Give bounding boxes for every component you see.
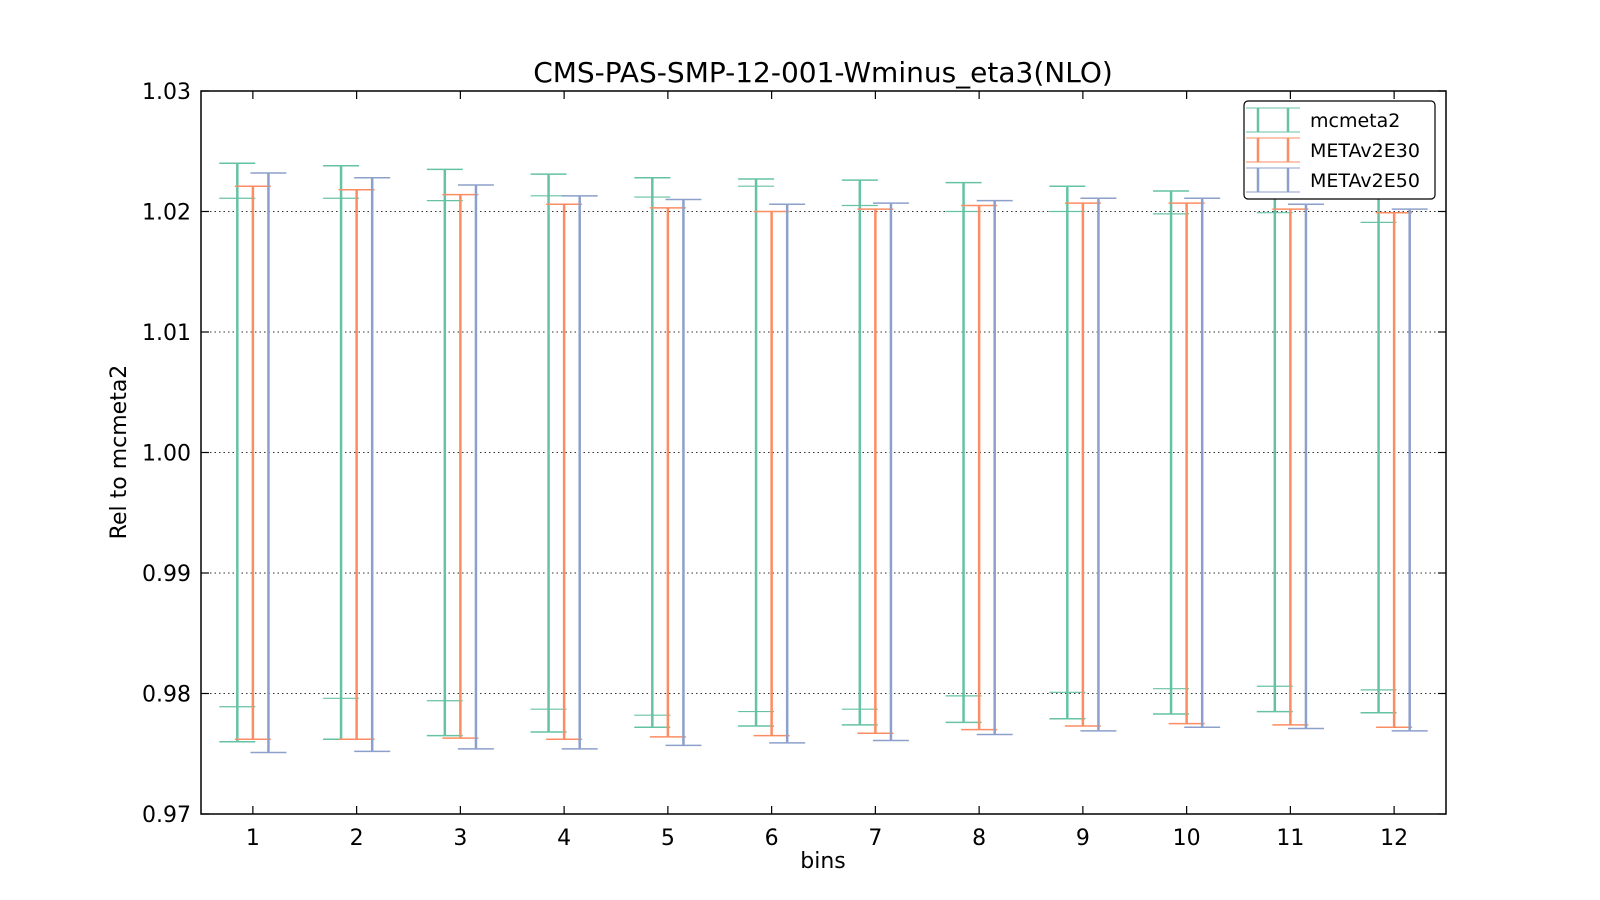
grid-lines [201, 211, 1446, 694]
x-tick-label: 3 [453, 826, 467, 851]
legend-label: METAv2E50 [1310, 170, 1420, 192]
x-tick-label: 12 [1380, 826, 1408, 851]
y-tick-label: 0.99 [142, 562, 191, 587]
x-tick-label: 10 [1173, 826, 1201, 851]
x-tick-label: 7 [868, 826, 882, 851]
y-tick-label: 0.98 [142, 683, 191, 708]
y-tick-label: 1.02 [142, 201, 191, 226]
y-axis-label: Rel to mcmeta2 [107, 365, 132, 540]
legend-label: METAv2E30 [1310, 140, 1420, 162]
series-METAv2E50 [250, 172, 1428, 754]
x-tick-label: 9 [1076, 826, 1090, 851]
x-tick-label: 8 [972, 826, 986, 851]
legend: mcmeta2 METAv2E30 METAv2E50 [1243, 100, 1436, 200]
y-tick-label: 1.03 [142, 80, 191, 105]
series-mcmeta2 [219, 162, 1397, 743]
y-tick-label: 1.01 [142, 321, 191, 346]
x-tick-label: 6 [765, 826, 779, 851]
x-tick-label: 4 [557, 826, 571, 851]
axis-ticks: 0.970.980.991.001.011.021.031 2 3 4 5 6 7 8 9 10 1… [142, 80, 1446, 851]
y-tick-label: 1.00 [142, 442, 191, 467]
legend-box [1243, 100, 1436, 200]
x-axis-label: bins [800, 849, 845, 874]
legend-label: mcmeta2 [1310, 110, 1400, 132]
x-tick-label: 1 [246, 826, 260, 851]
series-METAv2E30 [234, 185, 1413, 741]
x-tick-label: 11 [1276, 826, 1304, 851]
x-tick-label: 5 [661, 826, 675, 851]
y-tick-label: 0.97 [142, 803, 191, 828]
chart-title: CMS-PAS-SMP-12-001-Wminus_eta3(NLO) [533, 56, 1113, 89]
x-tick-label: 2 [350, 826, 364, 851]
error-bars [219, 162, 1428, 754]
